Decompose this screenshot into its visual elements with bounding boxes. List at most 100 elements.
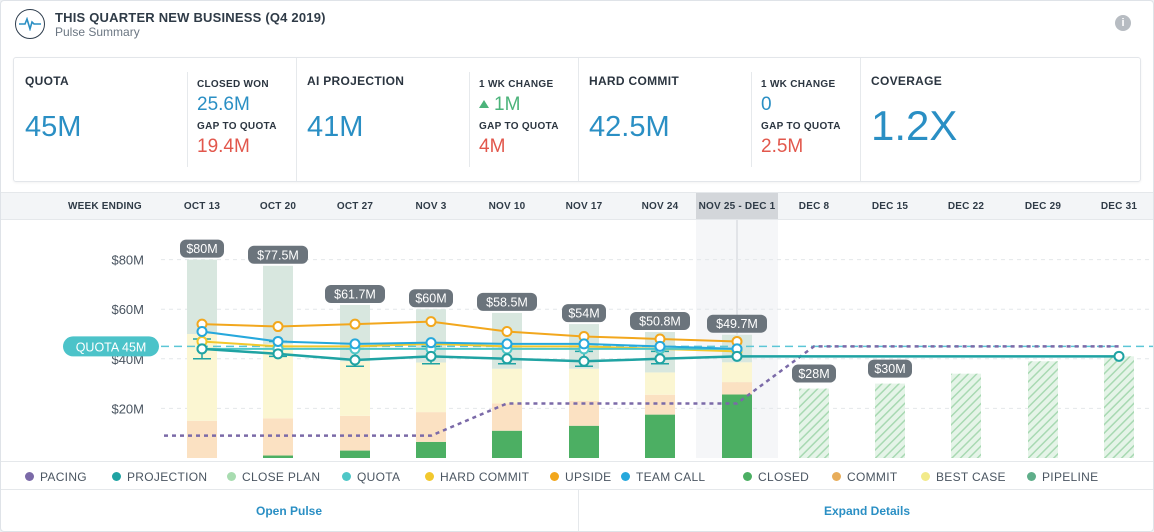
card-header: THIS QUARTER NEW BUSINESS (Q4 2019) Puls… xyxy=(1,1,1153,47)
closed-won-value: 25.6M xyxy=(197,94,250,115)
bar-closed xyxy=(263,455,293,458)
closed-gap-label: GAP TO QUOTA xyxy=(197,121,277,132)
bar-close-plan xyxy=(875,383,905,458)
total-value-label: $60M xyxy=(415,292,446,306)
legend-label: CLOSE PLAN xyxy=(242,470,321,484)
total-value-pill: $61.7M xyxy=(325,284,385,303)
legend-item[interactable]: UPSIDE xyxy=(550,470,611,484)
up-arrow-icon xyxy=(479,100,489,108)
series-point xyxy=(349,354,361,366)
bar-commit xyxy=(340,415,370,451)
legend-item[interactable]: PIPELINE xyxy=(1027,470,1098,484)
legend-dot-icon xyxy=(425,472,434,481)
legend-item[interactable]: TEAM CALL xyxy=(621,470,705,484)
legend-dot-icon xyxy=(112,472,121,481)
hard-commit-label: HARD COMMIT xyxy=(589,74,679,88)
legend-dot-icon xyxy=(1027,472,1036,481)
series-point xyxy=(1113,350,1125,362)
card-footer: Open Pulse Expand Details xyxy=(1,489,1153,531)
series-upside xyxy=(201,320,738,343)
bar-close-plan xyxy=(1104,356,1134,458)
legend-item[interactable]: CLOSED xyxy=(743,470,809,484)
week-ending-label: WEEK ENDING xyxy=(68,201,142,212)
ai-gap-label: GAP TO QUOTA xyxy=(479,121,559,132)
total-value-label: $80M xyxy=(186,242,217,256)
total-value-label: $30M xyxy=(874,362,905,376)
y-tick-label: $20M xyxy=(111,401,144,416)
total-value-label: $50.8M xyxy=(639,315,681,329)
bar-best-case xyxy=(416,362,446,413)
legend-item[interactable]: HARD COMMIT xyxy=(425,470,529,484)
legend-dot-icon xyxy=(25,472,34,481)
week-label[interactable]: DEC 31 xyxy=(1100,201,1138,212)
week-label[interactable]: NOV 10 xyxy=(488,201,526,212)
total-value-label: $28M xyxy=(798,367,829,381)
series-point xyxy=(272,335,284,347)
bar-closed xyxy=(645,414,675,458)
week-label[interactable]: DEC 15 xyxy=(871,201,909,212)
bar-closed xyxy=(492,430,522,458)
week-label[interactable]: NOV 25 - DEC 1 xyxy=(698,201,776,212)
legend-label: COMMIT xyxy=(847,470,898,484)
chart-legend: PACING PROJECTION CLOSE PLAN QUOTA HARD COMM… xyxy=(1,461,1153,489)
total-value-label: $61.7M xyxy=(334,287,376,301)
ai-projection-value: 41M xyxy=(307,111,364,143)
coverage-label: COVERAGE xyxy=(871,74,943,88)
series-point xyxy=(272,348,284,360)
open-pulse-button[interactable]: Open Pulse xyxy=(255,504,323,518)
closed-won-label: CLOSED WON xyxy=(197,79,269,90)
week-label[interactable]: NOV 17 xyxy=(565,201,603,212)
legend-dot-icon xyxy=(342,472,351,481)
bar-best-case xyxy=(569,368,599,401)
series-point xyxy=(196,326,208,338)
info-icon[interactable]: i xyxy=(1115,15,1131,31)
legend-item[interactable]: PROJECTION xyxy=(112,470,207,484)
week-header-row: WEEK ENDING OCT 13 OCT 20 OCT 27 NOV 3 NOV 1… xyxy=(1,192,1153,220)
total-value-pill: $28M xyxy=(792,364,836,383)
legend-item[interactable]: PACING xyxy=(25,470,87,484)
hard-commit-value: 42.5M xyxy=(589,111,670,143)
legend-item[interactable]: BEST CASE xyxy=(921,470,1006,484)
week-label[interactable]: OCT 20 xyxy=(259,201,297,212)
quota-value: 45M xyxy=(25,111,82,143)
week-label[interactable]: DEC 22 xyxy=(947,201,985,212)
legend-item[interactable]: QUOTA xyxy=(342,470,400,484)
legend-label: BEST CASE xyxy=(936,470,1006,484)
week-label[interactable]: OCT 27 xyxy=(336,201,374,212)
total-value-label: $49.7M xyxy=(716,317,758,331)
series-point xyxy=(349,338,361,350)
legend-dot-icon xyxy=(832,472,841,481)
total-value-pill: $30M xyxy=(868,359,912,378)
total-value-label: $54M xyxy=(568,307,599,321)
bar-pipeline xyxy=(263,265,293,344)
series-team-call xyxy=(201,330,738,350)
legend-label: CLOSED xyxy=(758,470,810,484)
bar-close-plan xyxy=(951,373,981,458)
series-point xyxy=(425,337,437,349)
week-label[interactable]: DEC 8 xyxy=(798,201,830,212)
series-point xyxy=(501,338,513,350)
expand-details-button[interactable]: Expand Details xyxy=(823,504,911,518)
legend-dot-icon xyxy=(550,472,559,481)
total-value-pill: $49.7M xyxy=(707,314,767,333)
series-pacing xyxy=(164,345,1119,437)
legend-dot-icon xyxy=(227,472,236,481)
bar-closed xyxy=(722,394,752,458)
series-point xyxy=(654,340,666,352)
week-label[interactable]: OCT 13 xyxy=(183,201,221,212)
week-label[interactable]: NOV 3 xyxy=(415,201,447,212)
total-value-pill: $77.5M xyxy=(248,245,308,264)
series-point xyxy=(196,343,208,355)
week-label[interactable]: NOV 24 xyxy=(641,201,679,212)
bar-best-case xyxy=(492,368,522,404)
legend-item[interactable]: COMMIT xyxy=(832,470,897,484)
total-value-pill: $80M xyxy=(180,239,224,258)
week-label[interactable]: DEC 29 xyxy=(1024,201,1062,212)
bar-closed xyxy=(416,441,446,458)
ai-change-value: 1M xyxy=(479,94,520,116)
y-tick-label: $60M xyxy=(111,302,144,317)
bar-close-plan xyxy=(1028,361,1058,458)
series-point xyxy=(578,355,590,367)
legend-label: PROJECTION xyxy=(127,470,208,484)
legend-item[interactable]: CLOSE PLAN xyxy=(227,470,320,484)
